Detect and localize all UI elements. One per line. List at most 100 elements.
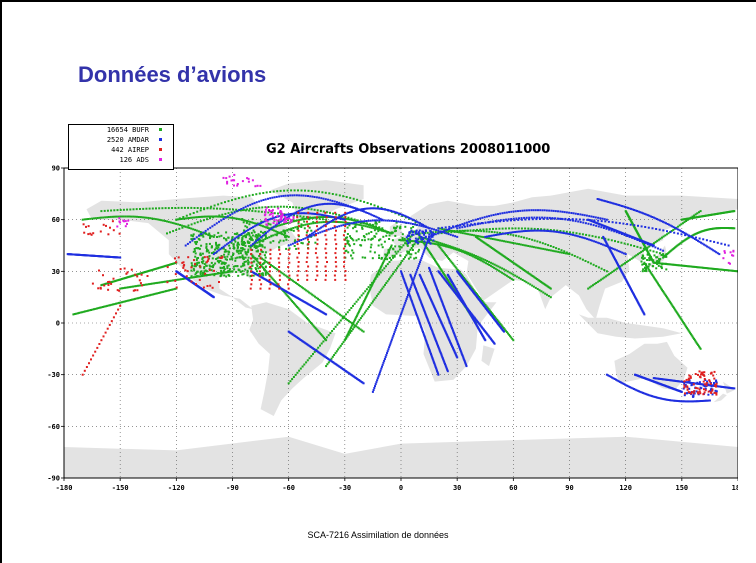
- bufr-observation: [696, 342, 699, 345]
- bufr-observation: [494, 267, 497, 270]
- bufr-observation: [706, 267, 709, 270]
- amdar-observation: [451, 327, 453, 329]
- amdar-observation: [439, 296, 442, 299]
- amdar-observation: [401, 274, 404, 277]
- amdar-observation: [514, 231, 517, 233]
- amdar-observation: [675, 399, 678, 402]
- amdar-observation: [378, 371, 381, 374]
- amdar-observation: [301, 212, 304, 215]
- bufr-observation: [381, 263, 384, 266]
- bufr-observation: [127, 276, 130, 279]
- bufr-observation: [395, 226, 398, 229]
- amdar-observation: [415, 220, 418, 223]
- bufr-observation: [450, 285, 453, 288]
- bufr-observation: [275, 234, 278, 237]
- bufr-observation: [357, 298, 360, 301]
- bufr-observation: [655, 251, 658, 254]
- bufr-observation: [639, 246, 642, 249]
- amdar-observation: [456, 341, 459, 344]
- amdar-observation: [411, 223, 414, 225]
- amdar-observation: [409, 222, 412, 225]
- amdar-observation: [437, 372, 439, 375]
- bufr-observation: [255, 259, 258, 262]
- bufr-observation: [277, 224, 280, 227]
- amdar-observation: [226, 215, 229, 218]
- amdar-observation: [414, 272, 417, 275]
- amdar-observation: [293, 212, 295, 215]
- amdar-observation: [432, 234, 435, 237]
- bufr-observation: [684, 264, 686, 267]
- amdar-observation: [430, 355, 433, 358]
- amdar-observation: [662, 229, 665, 232]
- amdar-observation: [528, 218, 531, 221]
- bufr-observation: [546, 293, 548, 296]
- bufr-observation: [286, 275, 289, 278]
- bufr-observation: [342, 341, 345, 344]
- amdar-observation: [433, 306, 436, 309]
- bufr-observation: [260, 272, 263, 275]
- bufr-observation: [361, 304, 364, 306]
- amdar-observation: [505, 218, 508, 221]
- bufr-observation: [366, 223, 369, 226]
- amdar-observation: [630, 207, 632, 210]
- bufr-observation: [189, 216, 192, 219]
- bufr-observation: [393, 254, 396, 257]
- bufr-observation: [628, 258, 631, 261]
- amdar-observation: [444, 364, 447, 367]
- bufr-observation: [243, 264, 246, 267]
- bufr-observation: [293, 189, 296, 192]
- bufr-observation: [469, 229, 472, 232]
- amdar-observation: [579, 213, 582, 216]
- bufr-observation: [87, 218, 90, 220]
- bufr-observation: [493, 263, 496, 266]
- amdar-observation: [510, 231, 513, 234]
- bufr-observation: [666, 263, 668, 266]
- bufr-observation: [350, 307, 353, 309]
- bufr-observation: [216, 257, 219, 260]
- bufr-observation: [174, 207, 177, 209]
- amdar-observation: [429, 351, 432, 354]
- bufr-observation: [505, 257, 508, 260]
- bufr-observation: [240, 247, 243, 250]
- bufr-observation: [553, 250, 556, 253]
- amdar-observation: [407, 222, 410, 225]
- bufr-observation: [285, 205, 288, 208]
- bufr-observation: [673, 308, 676, 311]
- bufr-observation: [407, 252, 410, 255]
- bufr-observation: [330, 357, 333, 360]
- bufr-observation: [356, 326, 359, 329]
- amdar-observation: [330, 215, 333, 218]
- bufr-observation: [299, 367, 302, 370]
- amdar-observation: [510, 219, 512, 222]
- bufr-observation: [160, 266, 163, 269]
- bufr-observation: [109, 215, 112, 218]
- amdar-observation: [443, 328, 446, 331]
- amdar-observation: [325, 214, 328, 217]
- bufr-observation: [223, 250, 226, 253]
- bufr-observation: [222, 266, 225, 268]
- bufr-observation: [630, 244, 632, 247]
- bufr-observation: [533, 239, 536, 242]
- bufr-observation: [378, 226, 381, 229]
- amdar-observation: [627, 385, 630, 388]
- bufr-observation: [496, 250, 499, 253]
- bufr-observation: [197, 237, 200, 240]
- bufr-observation: [283, 231, 286, 234]
- bufr-observation: [405, 254, 408, 257]
- bufr-observation: [473, 256, 476, 259]
- amdar-observation: [556, 217, 559, 220]
- bufr-observation: [282, 205, 285, 208]
- amdar-observation: [424, 312, 427, 315]
- amdar-observation: [624, 383, 626, 386]
- bufr-observation: [101, 283, 104, 286]
- amdar-observation: [415, 289, 418, 292]
- bufr-observation: [301, 207, 304, 209]
- amdar-observation: [260, 221, 263, 224]
- bufr-observation: [210, 235, 213, 238]
- amdar-observation: [224, 216, 227, 219]
- amdar-observation: [457, 344, 460, 347]
- amdar-observation: [675, 227, 678, 230]
- amdar-observation: [342, 203, 345, 206]
- amdar-observation: [625, 384, 628, 387]
- amdar-observation: [286, 213, 289, 216]
